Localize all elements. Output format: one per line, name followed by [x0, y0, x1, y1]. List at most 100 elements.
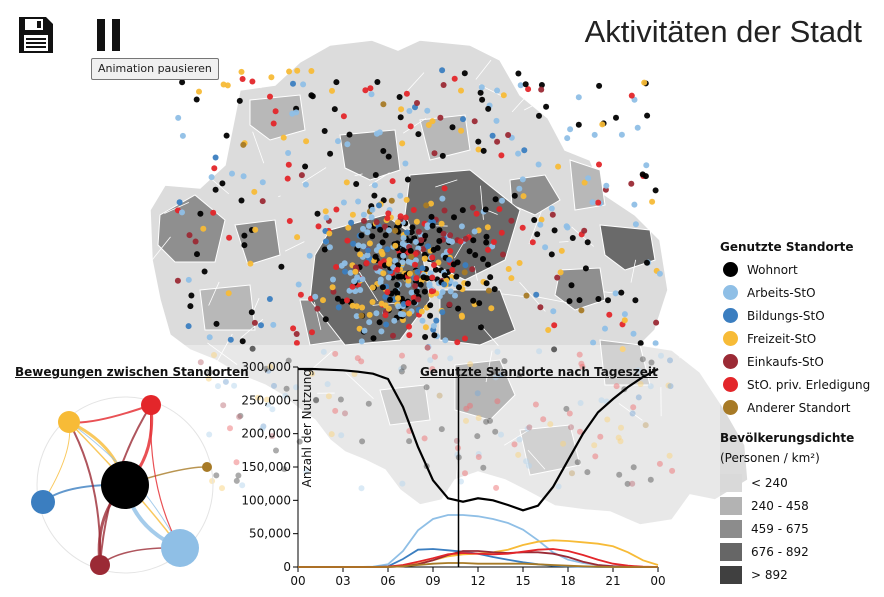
activity-dot [269, 406, 276, 413]
activity-dot [498, 152, 505, 159]
activity-dot [634, 124, 641, 131]
network-node [101, 461, 149, 509]
activity-dot [315, 223, 322, 230]
activity-dot [420, 274, 427, 281]
activity-dot [377, 276, 384, 283]
activity-dot [408, 253, 415, 260]
density-region-light [379, 384, 431, 426]
activity-dot [424, 107, 431, 114]
activity-dot [236, 97, 243, 104]
activity-dot [485, 261, 491, 268]
activity-dot [233, 477, 240, 484]
activity-dot [254, 394, 261, 401]
activity-dot [284, 175, 291, 182]
save-button[interactable] [18, 16, 54, 54]
activity-dot [458, 478, 464, 485]
legend-density-swatch [720, 565, 742, 584]
activity-dot [384, 215, 391, 222]
activity-dot [429, 274, 436, 281]
activity-dot [248, 309, 255, 316]
activity-dot [350, 240, 357, 247]
activity-dot [584, 239, 591, 246]
activity-dot [382, 312, 389, 319]
activity-dot [206, 431, 213, 438]
activity-dot [427, 312, 434, 319]
activity-dot [487, 274, 494, 281]
activity-dot [445, 237, 452, 244]
activity-dot [592, 453, 599, 460]
activity-dot [330, 288, 337, 295]
activity-dot [366, 319, 373, 326]
activity-dot [551, 346, 558, 353]
activity-dot [282, 392, 289, 399]
activity-dot [523, 458, 530, 465]
activity-dot [286, 218, 293, 224]
activity-dot [369, 284, 376, 291]
legend-density-label: > 892 [751, 567, 788, 582]
activity-dot [338, 432, 345, 439]
district-border [301, 167, 327, 184]
activity-dot [413, 288, 420, 295]
legend-location-label: Wohnort [747, 262, 798, 277]
activity-dot [406, 332, 413, 339]
activity-dot [581, 227, 588, 234]
activity-dot [629, 410, 636, 417]
activity-dot [403, 196, 410, 203]
activity-dot [536, 348, 543, 355]
activity-dot [328, 431, 335, 438]
activity-dot [368, 91, 375, 98]
activity-dot [464, 280, 471, 287]
legend-density-label: 459 - 675 [751, 521, 809, 536]
activity-dot [519, 224, 526, 231]
activity-dot [425, 122, 432, 128]
activity-dot [595, 199, 602, 206]
activity-dot [369, 299, 376, 305]
activity-dot [321, 246, 328, 253]
pause-button[interactable] [95, 18, 123, 52]
activity-dot [498, 431, 504, 438]
activity-dot [612, 290, 619, 297]
activity-dot [341, 260, 348, 267]
activity-dot [449, 267, 456, 273]
activity-dot [346, 287, 353, 294]
activity-dot [616, 471, 623, 478]
activity-dot [406, 438, 413, 445]
network-node [31, 490, 55, 514]
activity-dot [653, 319, 660, 326]
activity-dot [269, 433, 276, 440]
activity-dot [551, 227, 558, 234]
activity-dot [258, 322, 264, 329]
activity-dot [644, 259, 650, 266]
activity-dot [428, 213, 435, 220]
activity-dot [395, 295, 401, 302]
activity-dot [412, 238, 419, 245]
activity-dot [483, 239, 490, 246]
activity-dot [441, 272, 448, 279]
activity-dot [407, 123, 414, 130]
activity-dot [379, 251, 386, 258]
activity-dot [490, 239, 497, 245]
activity-dot [630, 404, 637, 411]
activity-dot [569, 470, 575, 477]
density-region-light [199, 284, 256, 331]
district-border [345, 372, 374, 400]
activity-dot [344, 141, 351, 148]
activity-dot [652, 340, 659, 347]
activity-dot [373, 219, 380, 226]
activity-dot [630, 464, 637, 471]
activity-dot [447, 248, 454, 254]
activity-dot [591, 131, 598, 138]
activity-dot [477, 89, 484, 96]
activity-dot [589, 199, 596, 206]
district-border [284, 241, 305, 252]
x-tick-label: 03 [335, 574, 350, 588]
activity-dot [342, 268, 349, 275]
activity-dot [399, 140, 406, 147]
activity-dot [560, 440, 567, 447]
activity-dot [240, 141, 247, 148]
activity-dot [439, 195, 446, 202]
activity-dot [297, 291, 304, 298]
activity-dot [566, 410, 573, 417]
activity-dot [517, 82, 524, 89]
activity-dot [414, 100, 420, 106]
